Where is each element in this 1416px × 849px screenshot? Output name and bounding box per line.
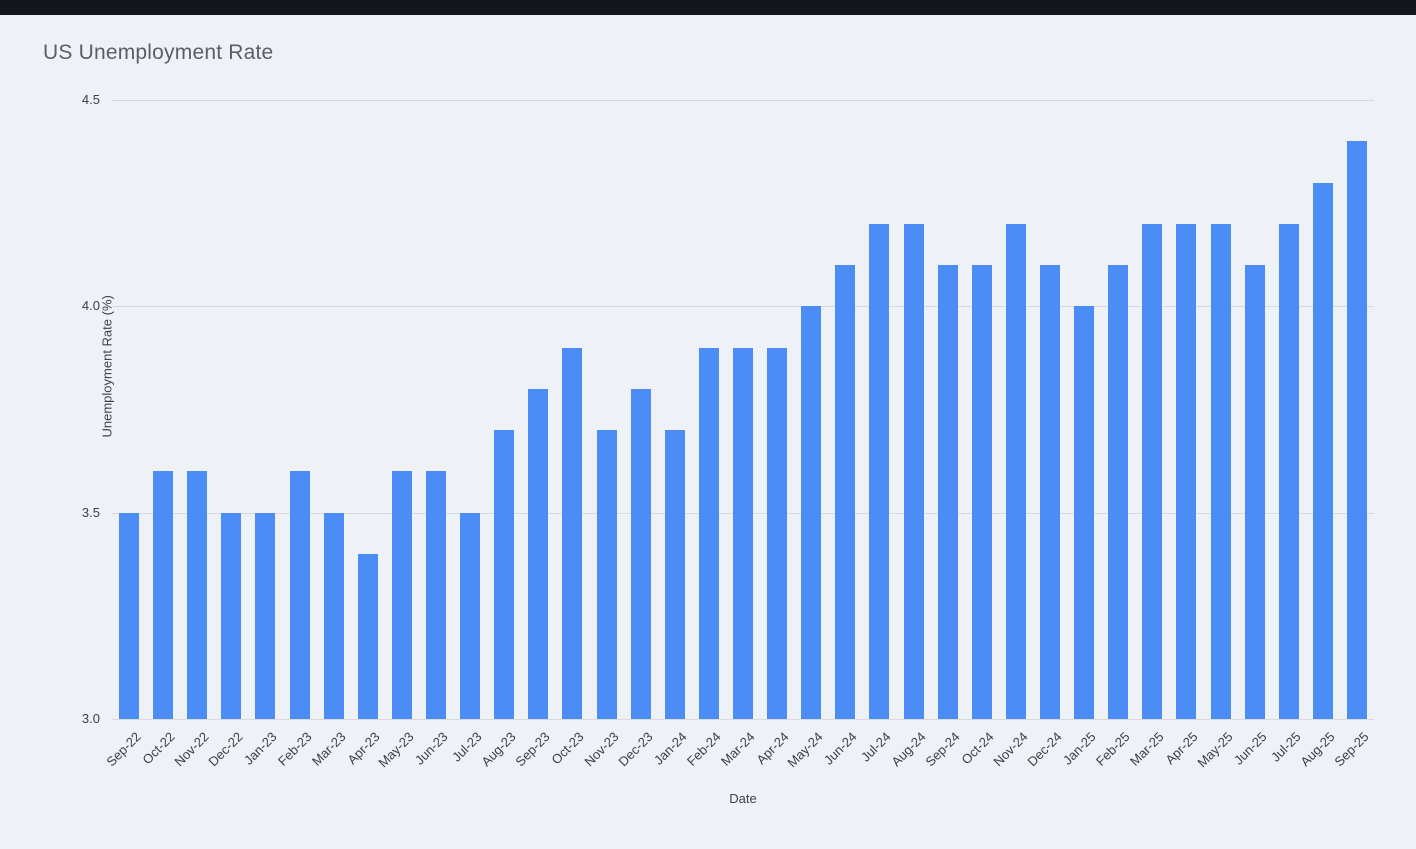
bar-May-23 <box>391 471 412 719</box>
x-axis-title: Date <box>729 791 757 806</box>
window-top-bar <box>0 0 1416 15</box>
bar-Jul-24 <box>869 223 890 719</box>
bar-Jan-24 <box>664 430 685 719</box>
bar-Jun-24 <box>835 265 856 719</box>
bar-Jul-23 <box>460 512 481 719</box>
bar-Nov-24 <box>1005 223 1026 719</box>
bar-Jun-23 <box>426 471 447 719</box>
bar-Dec-23 <box>630 388 651 719</box>
bar-Apr-24 <box>767 347 788 719</box>
bar-Oct-23 <box>562 347 583 719</box>
bar-Apr-23 <box>357 553 378 719</box>
bar-May-24 <box>801 306 822 719</box>
bar-Mar-24 <box>733 347 753 719</box>
bar-Feb-25 <box>1108 265 1129 719</box>
bar-Oct-22 <box>153 471 174 719</box>
y-tick-label: 3.5 <box>81 504 100 520</box>
bar-Feb-24 <box>698 347 719 719</box>
bar-Mar-23 <box>323 512 344 719</box>
bar-Mar-25 <box>1142 223 1163 719</box>
bar-Oct-24 <box>971 265 992 719</box>
gridline <box>112 719 1374 720</box>
bar-Dec-22 <box>221 512 242 719</box>
bar-Nov-23 <box>596 430 617 719</box>
bar-Apr-25 <box>1176 223 1197 719</box>
bar-Sep-22 <box>119 512 140 719</box>
bar-Jan-25 <box>1074 306 1095 719</box>
bar-Aug-25 <box>1312 182 1333 719</box>
bar-Jul-25 <box>1278 223 1299 719</box>
bar-Sep-25 <box>1346 141 1367 719</box>
y-tick-label: 3.0 <box>81 711 100 726</box>
chart-title: US Unemployment Rate <box>43 41 274 64</box>
gridline <box>112 306 1374 308</box>
bar-May-25 <box>1210 223 1231 719</box>
bar-Feb-23 <box>289 471 310 719</box>
bar-Jun-25 <box>1244 265 1265 719</box>
bar-Jan-23 <box>255 512 276 719</box>
bar-Dec-24 <box>1039 265 1060 719</box>
bar-Aug-23 <box>494 430 515 719</box>
bar-Sep-24 <box>937 265 958 719</box>
y-tick-label: 4.5 <box>81 92 100 107</box>
gridline <box>112 100 1374 101</box>
y-tick-label: 4.0 <box>81 298 100 314</box>
bar-Nov-22 <box>187 471 208 719</box>
bar-Aug-24 <box>903 223 924 719</box>
bar-Sep-23 <box>528 388 549 719</box>
plot-area <box>112 100 1374 720</box>
